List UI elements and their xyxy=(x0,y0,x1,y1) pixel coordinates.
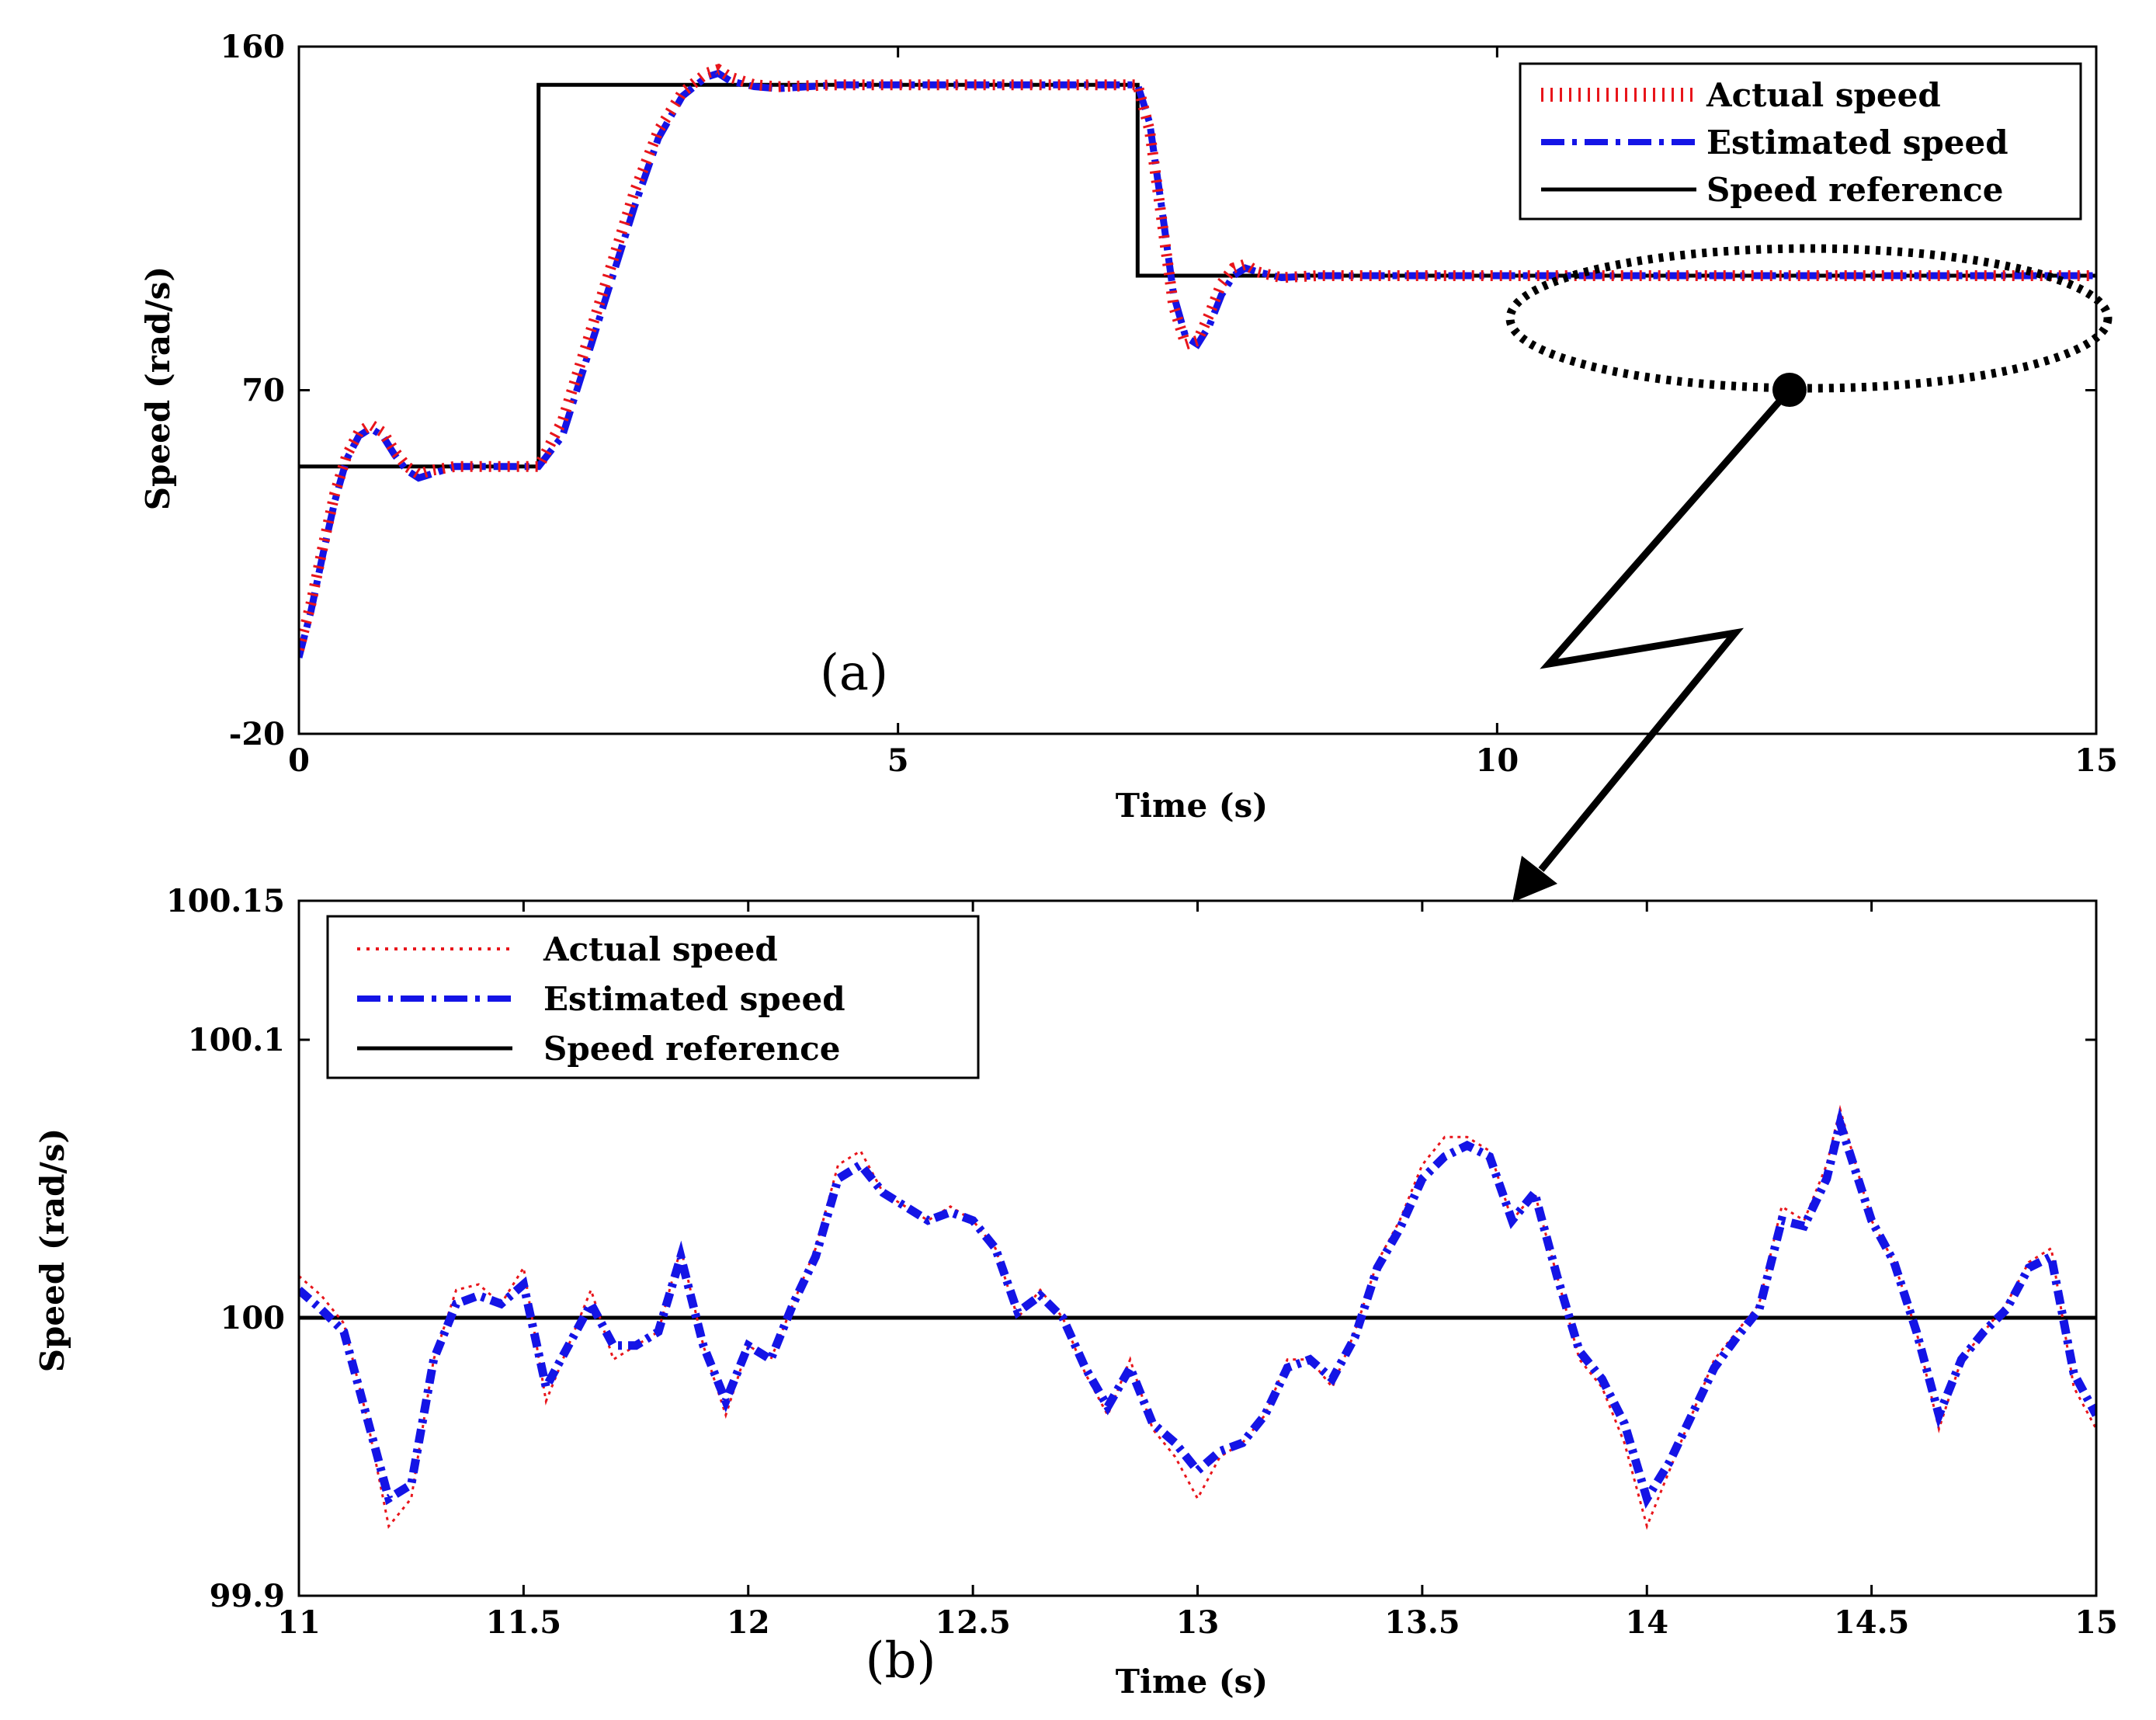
a-x-tick-label: 5 xyxy=(887,742,909,779)
panel-a-data xyxy=(299,63,2096,658)
zoom-ellipse xyxy=(1505,244,2113,393)
panel-b-legend-actual: Actual speed xyxy=(543,930,778,968)
b-x-tick-label: 11 xyxy=(277,1604,321,1641)
panel-b-legend: Actual speed Estimated speed Speed refer… xyxy=(326,915,980,1079)
panel-a-legend-box xyxy=(1519,62,2082,221)
zoom-callout xyxy=(1505,244,2113,902)
panel-a-legend: Actual speed Estimated speed Speed refer… xyxy=(1519,62,2082,221)
a-x-tick-label: 15 xyxy=(2074,742,2118,779)
b-x-tick-label: 15 xyxy=(2074,1604,2118,1641)
a-y-tick-label: -20 xyxy=(229,716,285,752)
panel-a: 0 5 10 15 -20 70 160 Time (s) Speed (rad/s) (… xyxy=(139,29,2118,825)
panel-b-x-axis-label: Time (s) xyxy=(1116,1663,1268,1701)
a-y-tick-label: 160 xyxy=(220,29,286,65)
panel-a-actual-speed-line xyxy=(299,63,2096,652)
panel-b-estimated-speed-line xyxy=(299,1107,2096,1509)
panel-a-y-axis-label: Speed (rad/s) xyxy=(139,266,177,511)
panel-b-label: (b) xyxy=(866,1632,936,1690)
b-x-tick-label: 13.5 xyxy=(1384,1604,1460,1641)
panel-b-legend-reference: Speed reference xyxy=(543,1030,840,1068)
panel-b: 11 11.5 12 12.5 13 13.5 14 14.5 15 99.9100100.11… xyxy=(33,883,2118,1701)
b-x-tick-label: 12 xyxy=(727,1604,770,1641)
panel-b-data xyxy=(299,1104,2096,1531)
zoom-zigzag-arrow xyxy=(1538,387,1793,872)
b-x-tick-label: 12.5 xyxy=(935,1604,1010,1641)
b-y-tick-label: 100.15 xyxy=(166,883,285,919)
panel-a-legend-actual: Actual speed xyxy=(1706,76,1941,114)
b-x-tick-label: 11.5 xyxy=(486,1604,561,1641)
b-y-tick-label: 99.9 xyxy=(210,1578,285,1614)
panel-a-x-axis-label: Time (s) xyxy=(1116,787,1268,825)
panel-b-y-axis-label: Speed (rad/s) xyxy=(33,1128,71,1373)
a-x-tick-label: 10 xyxy=(1475,742,1519,779)
panel-a-legend-reference: Speed reference xyxy=(1706,171,2003,209)
b-y-tick-label: 100 xyxy=(220,1300,286,1336)
b-x-tick-label: 14 xyxy=(1625,1604,1668,1641)
panel-a-label: (a) xyxy=(820,645,888,702)
a-x-tick-label: 0 xyxy=(288,742,310,779)
a-y-tick-label: 70 xyxy=(241,373,285,409)
b-y-tick-label: 100.1 xyxy=(188,1022,285,1058)
panel-b-legend-estimated: Estimated speed xyxy=(543,980,845,1018)
panel-a-y-ticks: -20 70 160 xyxy=(220,29,2096,752)
b-x-tick-label: 13 xyxy=(1176,1604,1220,1641)
b-x-tick-label: 14.5 xyxy=(1834,1604,1909,1641)
panel-a-legend-estimated: Estimated speed xyxy=(1706,123,2008,162)
panel-b-y-ticks: 99.9 100 100.1 100.15 xyxy=(166,883,2096,1614)
zoom-arrow-head xyxy=(1512,856,1557,902)
panel-b-x-ticks: 11 11.5 12 12.5 13 13.5 14 14.5 15 xyxy=(277,901,2118,1641)
panel-a-x-ticks: 0 5 10 15 xyxy=(288,47,2118,779)
